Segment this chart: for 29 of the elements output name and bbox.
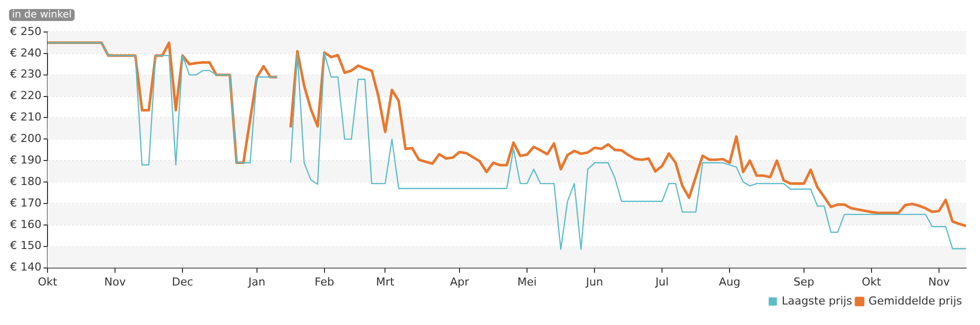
x-tick-label: Mrt bbox=[376, 275, 396, 288]
y-tick-label: € 190 bbox=[10, 153, 42, 166]
x-tick-label: Apr bbox=[450, 275, 470, 288]
x-tick-label: Jan bbox=[247, 275, 266, 288]
legend-label: Laagste prijs bbox=[782, 294, 852, 308]
legend-label: Gemiddelde prijs bbox=[868, 294, 962, 308]
x-tick-label: Aug bbox=[718, 275, 740, 288]
y-tick-label: € 250 bbox=[10, 24, 42, 38]
y-tick-label: € 150 bbox=[10, 239, 42, 252]
y-tick-label: € 230 bbox=[10, 68, 42, 81]
y-tick-label: € 220 bbox=[10, 89, 42, 102]
x-tick-label: Okt bbox=[862, 275, 882, 288]
y-tick-label: € 140 bbox=[10, 260, 42, 274]
x-tick-label: Okt bbox=[38, 275, 58, 288]
x-tick-label: Jun bbox=[584, 275, 604, 288]
x-tick-label: Nov bbox=[928, 275, 950, 288]
x-tick-label: Nov bbox=[104, 275, 126, 288]
y-tick-label: € 200 bbox=[10, 132, 42, 146]
x-tick-label: Dec bbox=[172, 275, 194, 288]
y-tick-label: € 240 bbox=[10, 46, 42, 60]
x-tick-label: Jul bbox=[654, 275, 669, 288]
y-tick-label: € 160 bbox=[10, 218, 42, 231]
y-tick-label: € 180 bbox=[10, 174, 42, 188]
y-tick-label: € 170 bbox=[10, 196, 42, 210]
y-tick-label: € 210 bbox=[10, 110, 42, 124]
x-tick-label: Mei bbox=[517, 275, 537, 288]
x-tick-label: Sep bbox=[794, 275, 814, 288]
x-tick-label: Feb bbox=[314, 275, 334, 288]
text: in de winkel bbox=[12, 10, 72, 21]
